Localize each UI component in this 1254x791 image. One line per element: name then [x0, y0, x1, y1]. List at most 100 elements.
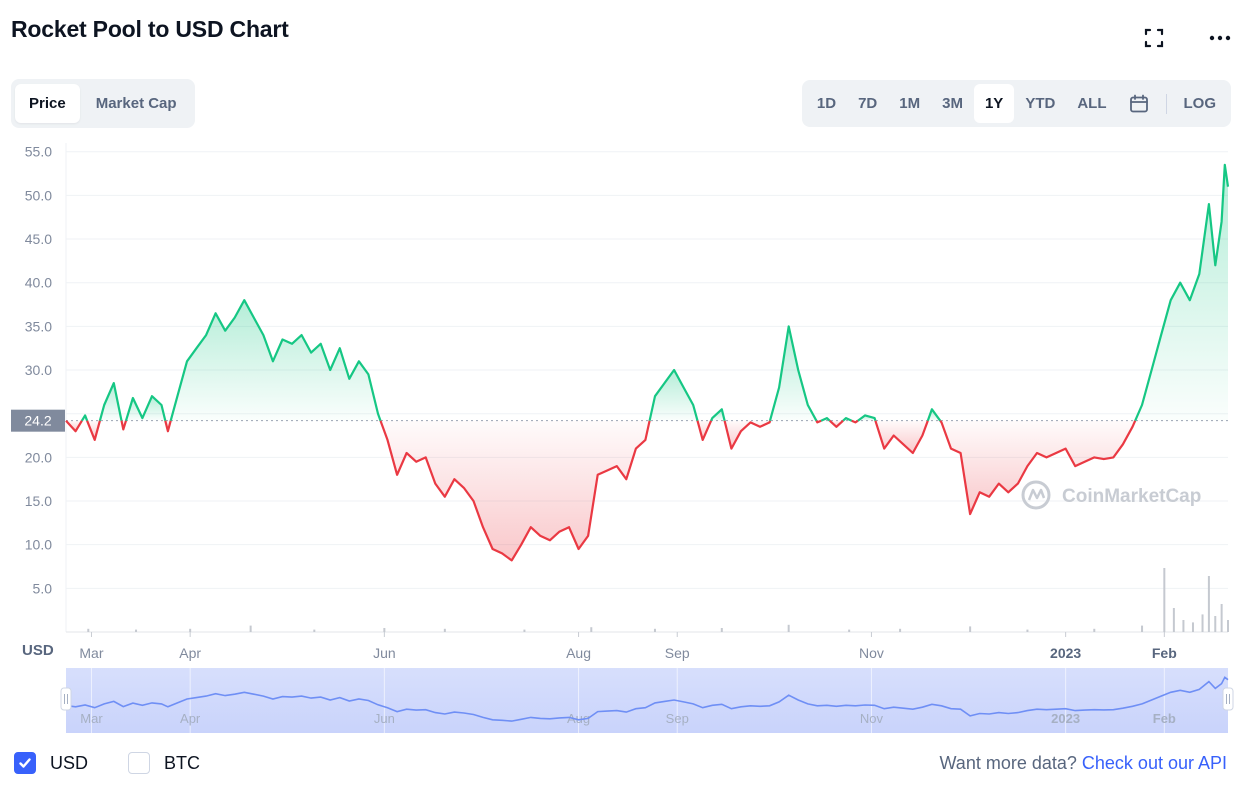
line-segment-up — [710, 408, 726, 422]
price-chart[interactable]: 5.010.015.020.030.035.040.045.050.055.0 … — [0, 140, 1254, 740]
x-tick-label: 2023 — [1050, 645, 1081, 661]
volume-bar — [1093, 628, 1096, 632]
y-tick-label: 55.0 — [25, 144, 52, 160]
fullscreen-icon[interactable] — [1140, 24, 1168, 52]
api-prompt: Want more data? — [939, 753, 1077, 773]
y-tick-label: 45.0 — [25, 231, 52, 247]
line-segment-down — [120, 420, 128, 431]
area-below-baseline — [724, 420, 770, 449]
navigator-tick-label: Apr — [180, 711, 201, 726]
x-tick-label: Feb — [1152, 645, 1177, 661]
line-segment-down — [723, 420, 772, 450]
range-navigator[interactable]: Mar Apr Jun Aug Sep Nov 2023 Feb — [60, 668, 1234, 733]
volume-bar — [1172, 608, 1175, 632]
volume-bar — [590, 627, 593, 632]
log-scale-button[interactable]: LOG — [1183, 95, 1217, 112]
tab-market-cap[interactable]: Market Cap — [95, 95, 177, 112]
range-divider — [1165, 93, 1167, 114]
currency-label: USD — [22, 642, 54, 659]
area-below-baseline — [875, 420, 928, 453]
chart-title: Rocket Pool to USD Chart — [11, 16, 289, 42]
line-segment-down — [939, 420, 1137, 516]
coinmarketcap-logo-icon — [1021, 480, 1051, 510]
area-above-baseline — [1135, 164, 1228, 421]
area-above-baseline — [649, 370, 698, 421]
range-all-button[interactable]: ALL — [1077, 95, 1107, 112]
y-tick-label: 35.0 — [25, 318, 52, 334]
calendar-icon — [1129, 94, 1148, 112]
price-area — [66, 164, 1228, 561]
line-segment-down — [851, 419, 859, 424]
volume-bar — [1026, 629, 1029, 632]
more-horizontal-icon[interactable] — [1206, 24, 1234, 52]
line-segment-up — [842, 417, 853, 422]
volume-bar — [87, 628, 90, 632]
area-below-baseline — [87, 420, 100, 440]
volume-bar — [1220, 604, 1223, 632]
calendar-button[interactable] — [1118, 84, 1160, 123]
x-tick-label: Nov — [859, 645, 884, 661]
usd-option[interactable]: USD — [14, 752, 88, 774]
volume-bar — [720, 628, 723, 632]
line-segment-up — [80, 414, 89, 422]
view-toggle: Price Market Cap — [11, 79, 195, 128]
navigator-left-handle[interactable] — [60, 687, 72, 711]
navigator-line — [65, 676, 1229, 722]
y-tick-label: 30.0 — [25, 362, 52, 378]
line-segment-down — [874, 420, 929, 455]
navigator-tick-label: Feb — [1153, 711, 1176, 726]
y-tick-label: 50.0 — [25, 187, 52, 203]
btc-option-label: BTC — [164, 752, 200, 773]
volume-bar — [1141, 625, 1144, 632]
line-segment-up — [1134, 163, 1230, 422]
area-below-baseline — [380, 420, 650, 561]
range-1y-button[interactable]: 1Y — [973, 84, 1015, 123]
volume-bar — [443, 628, 446, 632]
area-below-baseline — [697, 420, 712, 440]
volume-bar — [1182, 620, 1185, 632]
line-segment-up — [768, 325, 818, 422]
line-segment-up — [124, 395, 167, 422]
baseline-tag: 24.2 — [11, 409, 65, 432]
range-7d-button[interactable]: 7D — [858, 95, 878, 112]
area-above-baseline — [711, 409, 725, 421]
volume-bar — [1214, 616, 1217, 632]
api-link[interactable]: Check out our API — [1081, 753, 1227, 773]
volume-bar — [1163, 568, 1166, 632]
price-line — [65, 163, 1230, 562]
header-actions — [1140, 24, 1234, 52]
volume-bar — [189, 628, 192, 632]
range-1d-button[interactable]: 1D — [816, 95, 837, 112]
tab-price[interactable]: Price — [15, 84, 80, 123]
navigator-tick-label: Sep — [666, 711, 689, 726]
line-segment-up — [820, 417, 831, 422]
usd-checkbox[interactable] — [14, 752, 36, 774]
area-below-baseline — [829, 420, 844, 427]
x-tick-label: Aug — [566, 645, 591, 661]
line-segment-up — [169, 299, 382, 422]
range-3m-button[interactable]: 3M — [942, 95, 963, 112]
line-segment-down — [164, 420, 172, 433]
volume-bar — [848, 629, 851, 632]
line-segment-up — [857, 414, 877, 422]
range-selector: 1D 7D 1M 3M 1Y YTD ALL LOG — [801, 80, 1231, 127]
btc-checkbox[interactable] — [128, 752, 150, 774]
navigator-right-handle[interactable] — [1222, 687, 1234, 711]
x-axis: Mar Apr Jun Aug Sep Nov 2023 Feb — [79, 632, 1177, 661]
area-above-baseline — [99, 383, 122, 421]
line-segment-up — [98, 382, 123, 421]
range-1m-button[interactable]: 1M — [899, 95, 921, 112]
navigator-background — [66, 668, 1228, 733]
volume-bar — [969, 626, 972, 632]
navigator-tick-label: Aug — [567, 711, 590, 726]
navigator-tick-label: 2023 — [1051, 711, 1080, 726]
area-above-baseline — [126, 396, 166, 421]
baseline-value: 24.2 — [24, 413, 51, 429]
area-below-baseline — [66, 420, 82, 432]
btc-option[interactable]: BTC — [128, 752, 200, 774]
watermark-text: CoinMarketCap — [1062, 486, 1201, 507]
range-ytd-button[interactable]: YTD — [1025, 95, 1056, 112]
volume-bar — [653, 628, 656, 632]
y-axis: 5.0 10.0 15.0 20.0 30.0 35.0 40.0 45.0 50.0 55.0 — [25, 144, 52, 597]
area-above-baseline — [857, 415, 876, 421]
